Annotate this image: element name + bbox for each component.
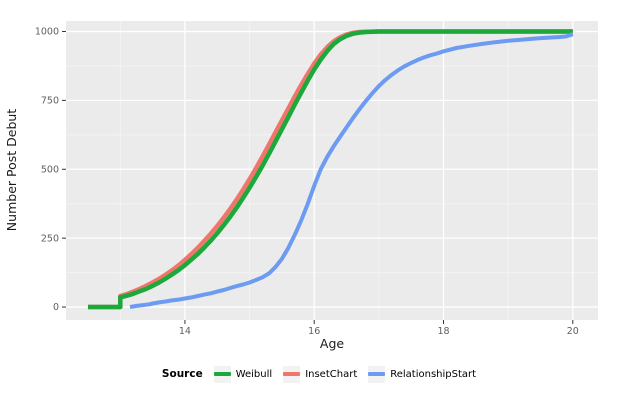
y-tick-label: 500	[41, 164, 59, 175]
legend-item-label: RelationshipStart	[390, 368, 477, 380]
panel-background	[66, 21, 598, 320]
legend-item-label: InsetChart	[305, 368, 358, 380]
y-tick-label: 250	[41, 233, 59, 244]
y-axis-title: Number Post Debut	[4, 109, 19, 231]
x-tick-label: 16	[308, 326, 320, 337]
x-axis-title: Age	[320, 336, 344, 351]
legend-item-label: Weibull	[235, 368, 273, 380]
legend-item-insetchart: InsetChart	[283, 365, 358, 383]
x-tick-label: 14	[179, 326, 191, 337]
legend-items: Weibull InsetChart RelationshipStart	[213, 365, 477, 383]
axis-tick-marks	[62, 30, 574, 324]
legend-key-line	[213, 372, 231, 376]
major-gridlines	[66, 21, 598, 320]
x-tick-label: 20	[567, 326, 579, 337]
x-tick-label: 18	[437, 326, 449, 337]
legend-key	[368, 365, 386, 383]
y-tick-label: 0	[53, 302, 59, 313]
axis-tick-labels: 0 250 500 750 1000 14 16 18 20	[35, 27, 579, 337]
legend-key-line	[368, 372, 386, 376]
legend-key-line	[283, 372, 301, 376]
legend-key	[213, 365, 231, 383]
legend: Source Weibull InsetChart RelationshipStar…	[0, 362, 638, 386]
minor-gridlines	[66, 21, 598, 320]
series-line-weibull	[88, 29, 573, 310]
y-tick-label: 750	[41, 96, 59, 107]
legend-item-weibull: Weibull	[213, 365, 273, 383]
legend-title: Source	[161, 368, 203, 380]
y-tick-label: 1000	[35, 27, 59, 38]
series-lines	[88, 29, 574, 310]
legend-key	[283, 365, 301, 383]
series-line-relationshipstart	[129, 32, 574, 309]
legend-item-relationshipstart: RelationshipStart	[368, 365, 477, 383]
